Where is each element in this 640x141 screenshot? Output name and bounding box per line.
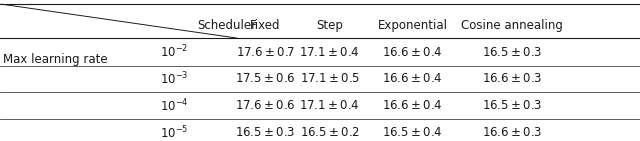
Text: $16.6 \pm 0.3$: $16.6 \pm 0.3$ [482, 126, 542, 139]
Text: $17.1 \pm 0.5$: $17.1 \pm 0.5$ [300, 72, 360, 85]
Text: $16.5 \pm 0.4$: $16.5 \pm 0.4$ [383, 126, 443, 139]
Text: $16.5 \pm 0.3$: $16.5 \pm 0.3$ [482, 99, 542, 112]
Text: $10^{-2}$: $10^{-2}$ [161, 44, 189, 60]
Text: $16.6 \pm 0.4$: $16.6 \pm 0.4$ [383, 72, 443, 85]
Text: $10^{-4}$: $10^{-4}$ [160, 97, 189, 114]
Text: $16.6 \pm 0.4$: $16.6 \pm 0.4$ [383, 99, 443, 112]
Text: $10^{-5}$: $10^{-5}$ [161, 124, 189, 141]
Text: $16.6 \pm 0.4$: $16.6 \pm 0.4$ [383, 46, 443, 59]
Text: $17.6 \pm 0.7$: $17.6 \pm 0.7$ [236, 46, 295, 59]
Text: Max learning rate: Max learning rate [3, 53, 108, 66]
Text: $16.5 \pm 0.3$: $16.5 \pm 0.3$ [482, 46, 542, 59]
Text: $17.1 \pm 0.4$: $17.1 \pm 0.4$ [300, 46, 360, 59]
Text: Cosine annealing: Cosine annealing [461, 19, 563, 32]
Text: Scheduler: Scheduler [198, 19, 257, 32]
Text: $16.5 \pm 0.2$: $16.5 \pm 0.2$ [300, 126, 360, 139]
Text: $16.6 \pm 0.3$: $16.6 \pm 0.3$ [482, 72, 542, 85]
Text: $17.1 \pm 0.4$: $17.1 \pm 0.4$ [300, 99, 360, 112]
Text: Exponential: Exponential [378, 19, 448, 32]
Text: Fixed: Fixed [250, 19, 281, 32]
Text: Step: Step [316, 19, 343, 32]
Text: $17.5 \pm 0.6$: $17.5 \pm 0.6$ [236, 72, 296, 85]
Text: $16.5 \pm 0.3$: $16.5 \pm 0.3$ [236, 126, 296, 139]
Text: $17.6 \pm 0.6$: $17.6 \pm 0.6$ [236, 99, 296, 112]
Text: $10^{-3}$: $10^{-3}$ [160, 71, 189, 87]
